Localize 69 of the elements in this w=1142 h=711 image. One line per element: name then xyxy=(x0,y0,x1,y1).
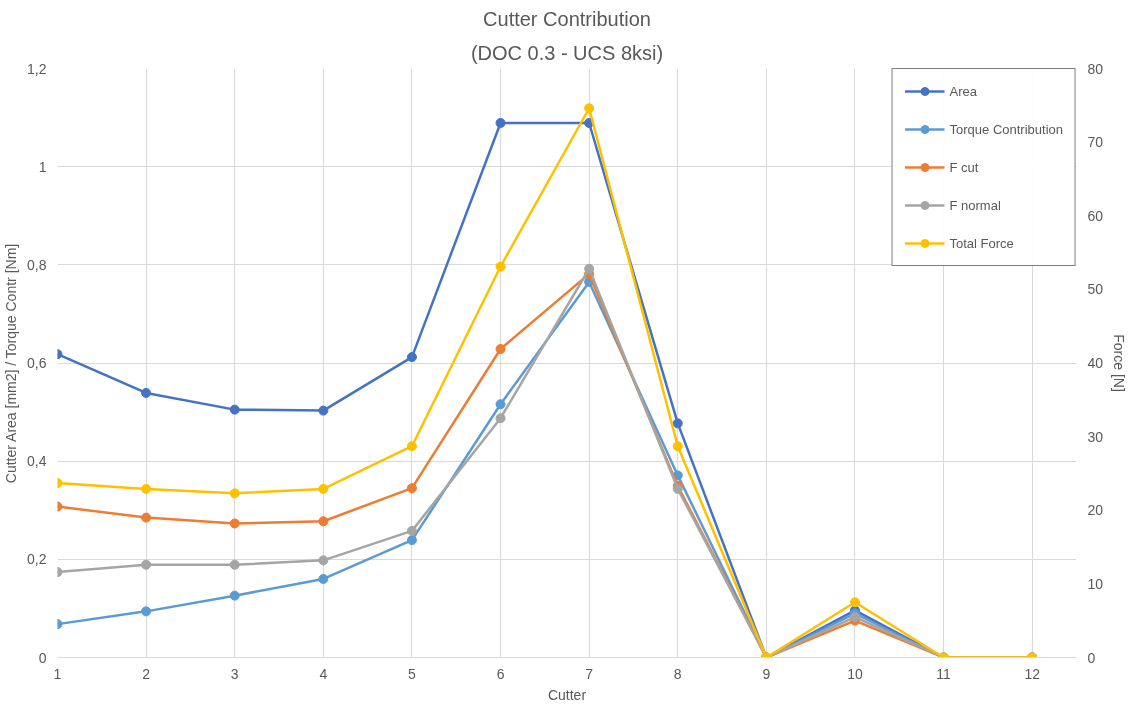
point xyxy=(318,405,329,416)
point xyxy=(495,117,506,128)
y2-tick-label: 60 xyxy=(1087,207,1104,224)
x-tick-label: 7 xyxy=(585,665,594,682)
point xyxy=(495,261,506,272)
point xyxy=(406,525,417,536)
point xyxy=(849,612,860,622)
y2-tick-label: 30 xyxy=(1087,428,1104,445)
y2-tick-label: 10 xyxy=(1087,575,1104,592)
x-tick-label: 5 xyxy=(408,665,417,682)
point xyxy=(584,263,595,274)
point xyxy=(318,483,329,494)
y-tick-label: 0,8 xyxy=(27,256,47,273)
x-tick-label: 11 xyxy=(936,665,952,682)
legend-label: Total Force xyxy=(949,235,1014,251)
point xyxy=(672,441,683,452)
point xyxy=(229,488,240,499)
y2-tick-label: 0 xyxy=(1087,649,1096,666)
point xyxy=(229,559,240,570)
legend-label: F cut xyxy=(949,159,979,175)
y-axis-title: Cutter Area [mm2] / Torque Contr [Nm] xyxy=(3,243,20,484)
point xyxy=(406,483,417,494)
x-tick-label: 4 xyxy=(319,665,328,682)
y-tick-label: 0,6 xyxy=(27,355,47,371)
y2-tick-label: 20 xyxy=(1087,502,1104,519)
point xyxy=(229,518,240,529)
y2-axis-title: Force [N] xyxy=(1111,334,1128,392)
point xyxy=(141,606,152,617)
chart-subtitle: (DOC 0.3 - UCS 8ksi) xyxy=(470,41,664,64)
chart-title: Cutter Contribution xyxy=(483,7,651,30)
point xyxy=(406,352,417,363)
y-tick-label: 1,2 xyxy=(27,60,47,77)
point xyxy=(672,418,683,429)
x-tick-label: 8 xyxy=(673,665,682,682)
point xyxy=(141,559,152,570)
point xyxy=(406,441,417,452)
point xyxy=(406,535,417,546)
x-tick-label: 2 xyxy=(142,665,151,682)
y-tick-label: 0,2 xyxy=(27,551,47,568)
x-tick-label: 12 xyxy=(1024,665,1041,682)
point xyxy=(141,387,152,398)
legend-label: F normal xyxy=(949,197,1001,213)
y-tick-label: 1 xyxy=(38,158,47,175)
point xyxy=(229,590,240,601)
point xyxy=(849,597,860,608)
point xyxy=(495,399,506,410)
y2-tick-label: 50 xyxy=(1087,281,1104,298)
point xyxy=(141,483,152,494)
y2-tick-label: 40 xyxy=(1087,355,1104,371)
point xyxy=(584,103,595,114)
y2-tick-label: 70 xyxy=(1087,134,1104,151)
point xyxy=(495,344,506,354)
x-tick-label: 10 xyxy=(847,665,863,682)
point xyxy=(495,413,506,424)
point xyxy=(318,555,329,566)
point xyxy=(229,404,240,415)
y-tick-label: 0 xyxy=(38,649,47,666)
x-tick-label: 6 xyxy=(496,665,505,682)
y-tick-label: 0,4 xyxy=(27,453,47,470)
point xyxy=(141,512,152,523)
x-tick-label: 1 xyxy=(53,665,62,682)
legend-label: Torque Contribution xyxy=(949,121,1063,137)
x-tick-label: 9 xyxy=(762,665,771,682)
x-tick-label: 3 xyxy=(230,665,239,682)
point xyxy=(318,573,329,584)
point xyxy=(318,516,329,527)
legend-label: Area xyxy=(949,83,977,99)
y2-tick-label: 80 xyxy=(1087,60,1104,77)
x-axis-title: Cutter xyxy=(547,686,587,703)
